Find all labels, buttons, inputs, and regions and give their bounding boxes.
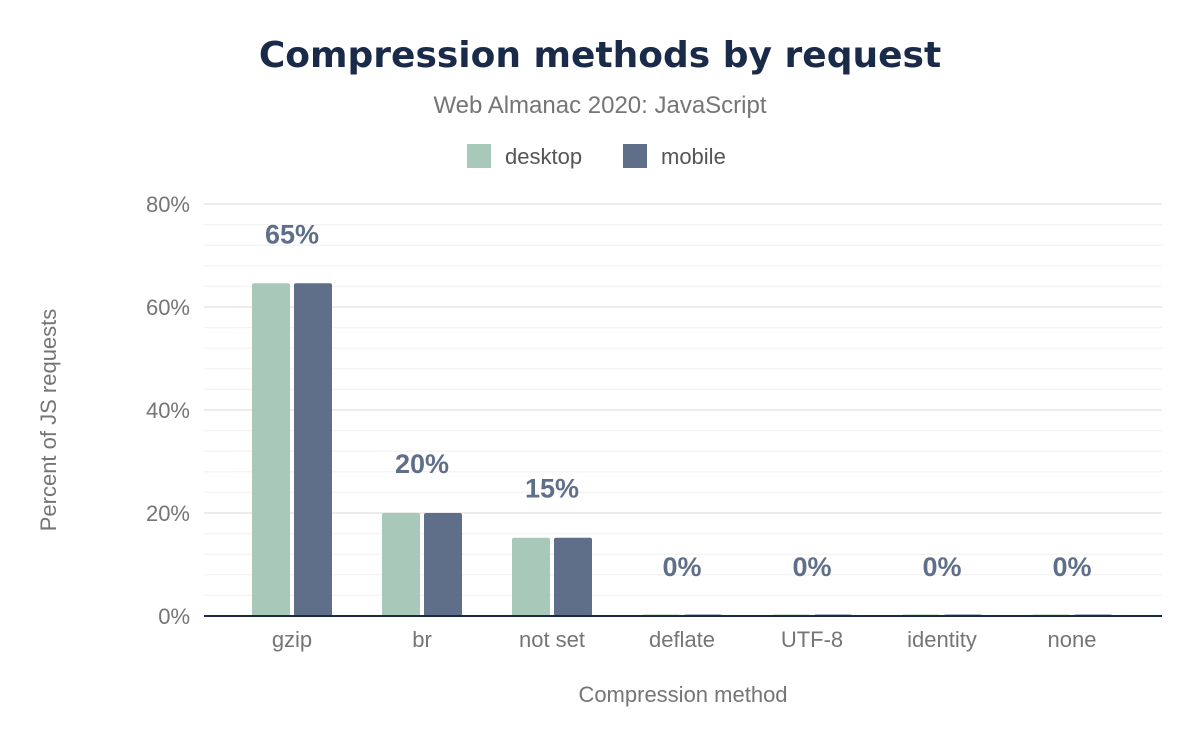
bar-mobile bbox=[554, 537, 592, 616]
data-label: 65% bbox=[265, 219, 319, 249]
legend-label-desktop: desktop bbox=[505, 144, 582, 169]
x-tick-label: not set bbox=[519, 627, 585, 652]
data-label: 20% bbox=[395, 449, 449, 479]
legend-swatch-desktop bbox=[467, 144, 491, 168]
data-label: 0% bbox=[1052, 552, 1091, 582]
bar-desktop bbox=[252, 283, 290, 616]
bars: 65% gzip 20% br 15% not set 0% deflate 0% UTF-8 0%… bbox=[204, 219, 1162, 652]
y-tick-label: 40% bbox=[146, 398, 190, 423]
legend-label-mobile: mobile bbox=[661, 144, 726, 169]
y-tick-label: 60% bbox=[146, 295, 190, 320]
data-label: 0% bbox=[792, 552, 831, 582]
x-tick-label: gzip bbox=[272, 627, 312, 652]
x-tick-label: none bbox=[1048, 627, 1097, 652]
grid: 0% 20% 40% 60% 80% bbox=[146, 192, 1162, 629]
bar-desktop bbox=[512, 537, 550, 616]
x-tick-label: UTF-8 bbox=[781, 627, 843, 652]
y-tick-label: 20% bbox=[146, 501, 190, 526]
y-axis-label: Percent of JS requests bbox=[36, 309, 61, 532]
bar-desktop bbox=[382, 513, 420, 616]
x-tick-label: br bbox=[412, 627, 432, 652]
x-tick-label: identity bbox=[907, 627, 977, 652]
legend-swatch-mobile bbox=[623, 144, 647, 168]
bar-mobile bbox=[424, 513, 462, 616]
chart-title: Compression methods by request bbox=[259, 35, 941, 76]
chart-subtitle: Web Almanac 2020: JavaScript bbox=[433, 92, 766, 119]
x-axis-label: Compression method bbox=[578, 682, 787, 707]
y-tick-label: 80% bbox=[146, 192, 190, 217]
x-tick-label: deflate bbox=[649, 627, 715, 652]
y-tick-label: 0% bbox=[158, 604, 190, 629]
data-label: 15% bbox=[525, 474, 579, 504]
legend: desktop mobile bbox=[467, 144, 726, 169]
data-label: 0% bbox=[922, 552, 961, 582]
data-label: 0% bbox=[662, 552, 701, 582]
bar-mobile bbox=[294, 283, 332, 616]
